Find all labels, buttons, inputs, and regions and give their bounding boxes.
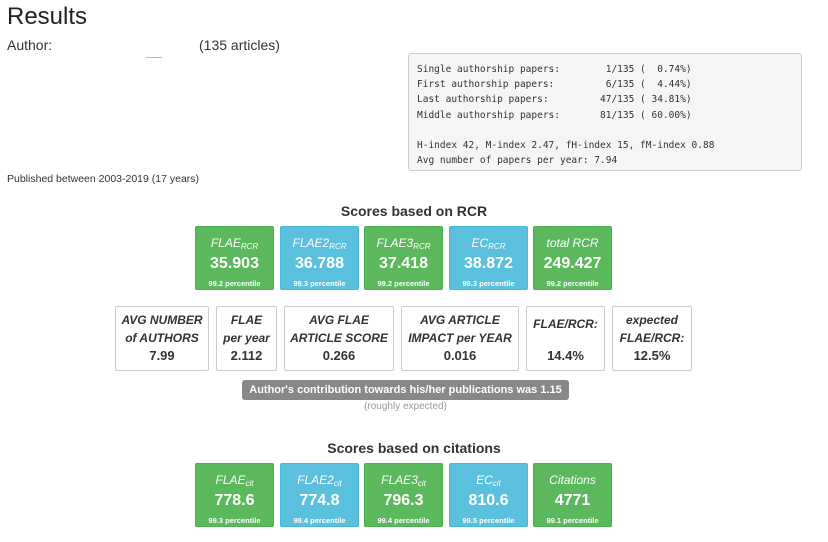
tile-percentile: 99.1 percentile	[546, 516, 599, 525]
tile-value: 36.788	[295, 255, 344, 272]
tile-percentile: 99.2 percentile	[377, 279, 430, 288]
rcr-section-title: Scores based on RCR	[340, 203, 488, 219]
box-value: 14.4%	[547, 348, 584, 363]
box-avg-authors: AVG NUMBER of AUTHORS 7.99	[115, 306, 209, 371]
tile-percentile: 99.3 percentile	[462, 279, 515, 288]
tile-percentile: 99.3 percentile	[208, 516, 261, 525]
tile-label: FLAEcit	[215, 473, 254, 488]
tile-flae-rcr: FLAERCR 35.903 99.2 percentile	[195, 226, 274, 290]
tile-total-rcr: total RCR 249.427 99.2 percentile	[533, 226, 612, 290]
published-range: Published between 2003-2019 (17 years)	[7, 173, 200, 185]
box-title-1: FLAE/RCR:	[533, 317, 598, 331]
tile-citations: Citations 4771 99.1 percentile	[533, 463, 612, 527]
box-value: 0.266	[322, 348, 356, 363]
tile-label: total RCR	[546, 236, 599, 250]
box-avg-article-impact: AVG ARTICLE IMPACT per YEAR 0.016	[401, 306, 519, 371]
tile-flae-cit: FLAEcit 778.6 99.3 percentile	[195, 463, 274, 527]
box-title-2: IMPACT per YEAR	[408, 331, 512, 345]
box-flae-per-year: FLAE per year 2.112	[216, 306, 277, 371]
tile-percentile: 99.3 percentile	[293, 279, 346, 288]
author-name-highlight	[146, 57, 162, 58]
tile-percentile: 99.2 percentile	[546, 279, 599, 288]
box-title-1: expected	[625, 313, 679, 327]
box-value: 2.112	[230, 348, 263, 363]
tile-value: 796.3	[383, 492, 424, 509]
tile-ec-cit: ECcit 810.6 99.5 percentile	[449, 463, 528, 527]
tile-flae3-rcr: FLAE3RCR 37.418 99.2 percentile	[364, 226, 443, 290]
tile-value: 778.6	[214, 492, 255, 509]
tile-flae3-cit: FLAE3cit 796.3 99.4 percentile	[364, 463, 443, 527]
tile-value: 35.903	[210, 255, 259, 272]
tile-value: 38.872	[464, 255, 513, 272]
box-value: 7.99	[149, 348, 175, 363]
box-expected-flae-rcr: expected FLAE/RCR: 12.5%	[612, 306, 692, 371]
tile-flae2-cit: FLAE2cit 774.8 99.4 percentile	[280, 463, 359, 527]
tile-value: 774.8	[299, 492, 340, 509]
authorship-stats-box: Single authorship papers: 1/135 ( 0.74%)…	[408, 53, 802, 171]
tile-label: ECcit	[476, 473, 501, 488]
tile-percentile: 99.4 percentile	[377, 516, 430, 525]
stat-line-middle: Middle authorship papers: 81/135 ( 60.00…	[417, 109, 692, 121]
box-title-2: of AUTHORS	[125, 331, 199, 345]
tile-percentile: 99.4 percentile	[293, 516, 346, 525]
box-flae-rcr: FLAE/RCR: 14.4%	[526, 306, 605, 371]
box-title-1: AVG NUMBER	[121, 313, 203, 327]
tile-label: Citations	[549, 473, 596, 487]
box-title-2: FLAE/RCR:	[619, 331, 685, 345]
page-title: Results	[7, 3, 88, 30]
box-title-1: AVG ARTICLE	[420, 313, 500, 327]
author-label: Author:	[7, 37, 53, 53]
tile-value: 810.6	[468, 492, 509, 509]
tile-value: 4771	[554, 492, 591, 509]
stat-line-single: Single authorship papers: 1/135 ( 0.74%)	[417, 64, 692, 75]
stat-line-indices: H-index 42, M-index 2.47, fH-index 15, f…	[417, 140, 715, 152]
contribution-badge: Author's contribution towards his/her pu…	[242, 380, 569, 400]
tile-label: FLAERCR	[210, 236, 259, 251]
article-count: (135 articles)	[199, 37, 280, 53]
box-title-1: FLAE	[230, 313, 263, 327]
box-title-2: per year	[223, 331, 270, 345]
contribution-note: (roughly expected)	[364, 401, 447, 412]
box-title-2: ARTICLE SCORE	[290, 331, 388, 345]
tile-label: FLAE2cit	[297, 473, 342, 488]
box-value: 12.5%	[633, 348, 671, 363]
tile-value: 37.418	[379, 255, 428, 272]
tile-ec-rcr: ECRCR 38.872 99.3 percentile	[449, 226, 528, 290]
tile-value: 249.427	[543, 255, 602, 272]
tile-percentile: 99.2 percentile	[208, 279, 261, 288]
stat-line-avg-papers: Avg number of papers per year: 7.94	[417, 155, 618, 167]
stat-line-first: First authorship papers: 6/135 ( 4.44%)	[417, 79, 692, 91]
tile-flae2-rcr: FLAE2RCR 36.788 99.3 percentile	[280, 226, 359, 290]
tile-label: ECRCR	[471, 236, 506, 251]
citations-section-title: Scores based on citations	[327, 440, 501, 456]
box-title-1: AVG FLAE	[309, 313, 369, 327]
stat-line-last: Last authorship papers: 47/135 ( 34.81%)	[417, 94, 692, 106]
box-value: 0.016	[443, 348, 477, 363]
tile-percentile: 99.5 percentile	[462, 516, 515, 525]
tile-label: FLAE3cit	[381, 473, 426, 488]
box-avg-flae-article-score: AVG FLAE ARTICLE SCORE 0.266	[284, 306, 394, 371]
tile-label: FLAE3RCR	[376, 236, 431, 251]
tile-label: FLAE2RCR	[292, 236, 347, 251]
